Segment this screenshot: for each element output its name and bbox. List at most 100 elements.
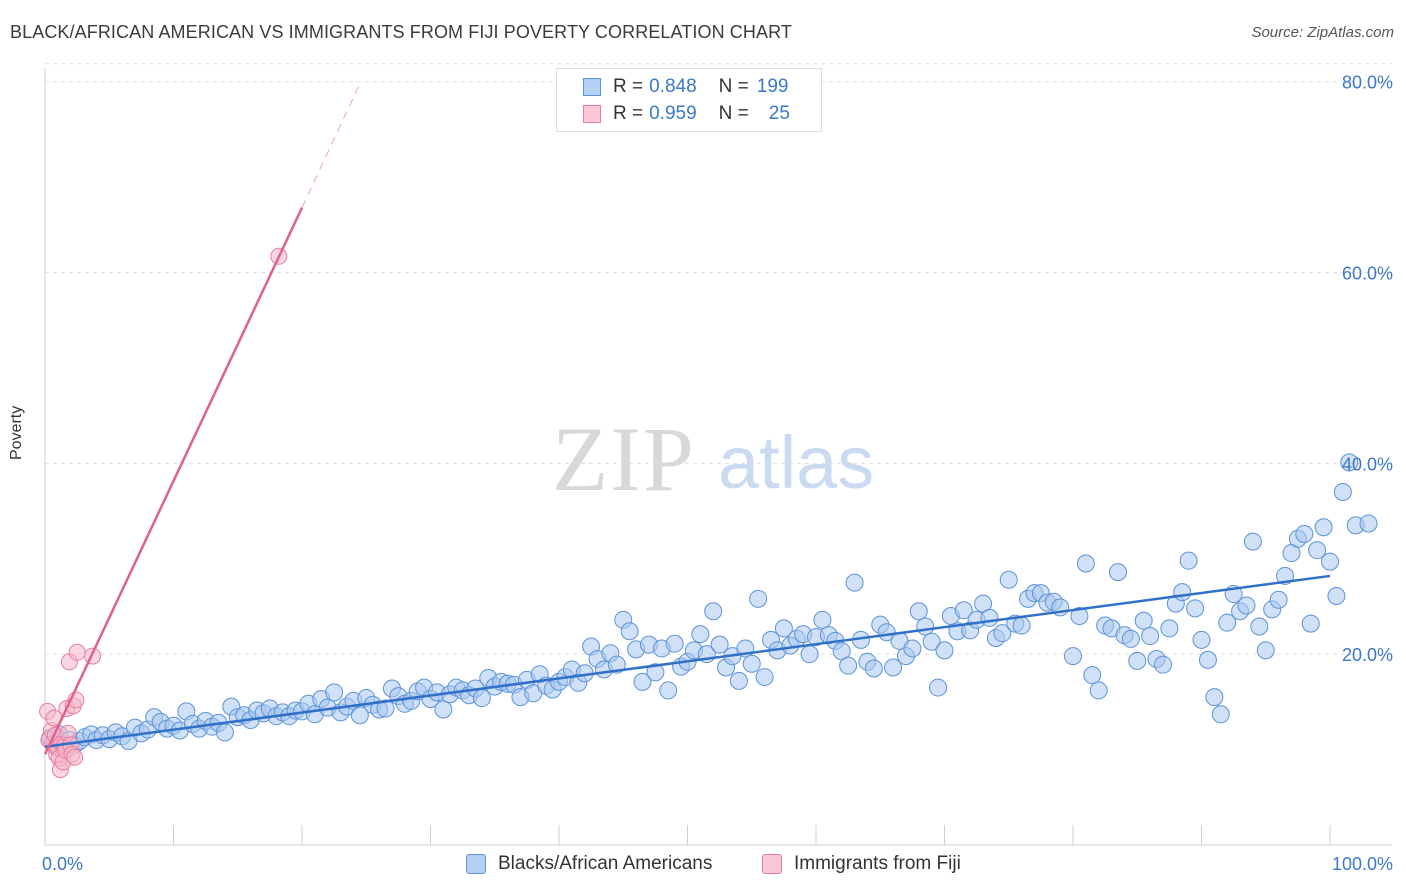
bottom-legend-blacks: Blacks/African Americans — [466, 852, 712, 876]
legend-r-value: 0.848 — [649, 76, 697, 97]
data-point-blacks — [845, 573, 864, 592]
data-point-blacks — [1340, 453, 1359, 472]
data-point-blacks — [1153, 655, 1172, 674]
data-point-blacks — [1089, 681, 1108, 700]
data-point-blacks — [1237, 596, 1256, 615]
data-point-fiji — [66, 748, 84, 766]
data-point-blacks — [1333, 482, 1352, 501]
watermark-atlas: atlas — [718, 421, 874, 504]
legend-row-blacks: R = 0.848 N = 199 — [583, 75, 788, 99]
data-point-blacks — [646, 663, 665, 682]
y-tick-label: 40.0% — [1342, 454, 1393, 474]
data-point-blacks — [800, 645, 819, 664]
data-point-blacks — [1134, 611, 1153, 630]
series-blacks-points — [41, 453, 1378, 758]
data-point-blacks — [1083, 666, 1102, 685]
data-point-blacks — [935, 641, 954, 660]
data-point-blacks — [1301, 614, 1320, 633]
legend-row-fiji: R = 0.959 N = 25 — [583, 102, 790, 126]
y-tick-label: 80.0% — [1342, 73, 1393, 93]
trend-line-blacks — [44, 574, 1331, 748]
data-point-blacks — [1108, 563, 1127, 582]
data-point-blacks — [1064, 647, 1082, 666]
data-point-blacks — [999, 570, 1018, 589]
legend-swatch-pink — [583, 105, 601, 123]
data-point-blacks — [1256, 641, 1275, 660]
data-point-blacks — [350, 706, 369, 725]
series-fiji-points — [39, 247, 288, 779]
data-point-blacks — [1327, 586, 1346, 605]
bottom-legend-swatch-blue — [466, 854, 486, 874]
legend-r-label: R = — [613, 103, 644, 124]
data-point-blacks — [839, 656, 858, 675]
data-point-blacks — [929, 678, 948, 697]
data-point-blacks — [729, 671, 748, 690]
data-point-blacks — [633, 672, 652, 691]
data-point-blacks — [1295, 524, 1314, 543]
data-point-blacks — [1179, 551, 1198, 570]
data-point-blacks — [1160, 619, 1179, 638]
data-point-blacks — [1308, 541, 1327, 560]
data-point-blacks — [749, 589, 768, 608]
data-point-blacks — [1218, 613, 1237, 632]
data-point-blacks — [665, 634, 684, 653]
data-point-blacks — [922, 632, 941, 651]
legend-r-label: R = — [613, 76, 644, 97]
data-point-blacks — [813, 610, 832, 629]
data-point-blacks — [1205, 688, 1224, 707]
data-point-blacks — [1076, 554, 1095, 573]
source-label: Source: ZipAtlas.com — [1251, 24, 1394, 41]
watermark-zip: ZIP — [552, 408, 696, 510]
data-point-blacks — [1012, 616, 1031, 635]
data-point-blacks — [1128, 651, 1147, 670]
data-point-blacks — [954, 601, 973, 620]
data-point-blacks — [993, 624, 1012, 643]
data-point-blacks — [434, 700, 453, 719]
data-point-blacks — [903, 639, 922, 658]
bottom-legend-label-fiji: Immigrants from Fiji — [794, 853, 961, 874]
chart-title: BLACK/AFRICAN AMERICAN VS IMMIGRANTS FRO… — [10, 22, 792, 42]
data-point-blacks — [1269, 590, 1288, 609]
y-tick-label: 20.0% — [1342, 645, 1393, 665]
data-point-blacks — [909, 602, 928, 621]
data-point-blacks — [1359, 514, 1378, 533]
data-point-blacks — [1141, 627, 1160, 646]
data-point-blacks — [742, 654, 761, 673]
legend-swatch-blue — [583, 78, 601, 96]
legend-n-label: N = — [718, 76, 749, 97]
data-point-blacks — [1321, 552, 1339, 571]
legend-n-value: 199 — [756, 76, 789, 97]
data-point-blacks — [1198, 650, 1217, 669]
correlation-legend: R = 0.848 N = 199 R = 0.959 N = 25 — [556, 68, 822, 132]
data-point-blacks — [710, 635, 729, 654]
trend-line-fiji — [43, 207, 304, 755]
data-point-blacks — [1070, 607, 1089, 626]
data-point-blacks — [980, 608, 999, 627]
data-point-blacks — [1243, 532, 1262, 551]
x-tick-label-min: 0.0% — [42, 854, 83, 874]
trend-lines — [43, 86, 1331, 755]
data-point-blacks — [1211, 705, 1230, 724]
data-point-blacks — [755, 668, 774, 687]
data-point-blacks — [1250, 617, 1269, 636]
data-point-blacks — [1314, 518, 1333, 537]
data-point-blacks — [215, 723, 234, 742]
y-tick-label: 60.0% — [1342, 264, 1393, 284]
legend-r-value: 0.959 — [649, 103, 697, 124]
data-point-blacks — [691, 625, 710, 644]
tick-labels: 20.0% 40.0% 60.0% 80.0% 0.0% 100.0% — [42, 73, 1393, 874]
data-point-blacks — [1186, 599, 1205, 618]
data-point-blacks — [1192, 630, 1211, 649]
data-point-blacks — [704, 602, 723, 621]
trend-line-fiji-extrapolated — [301, 86, 359, 208]
data-point-blacks — [376, 699, 395, 718]
bottom-legend-swatch-pink — [762, 854, 782, 874]
data-point-blacks — [864, 659, 883, 678]
data-point-blacks — [884, 658, 903, 677]
bottom-legend-fiji: Immigrants from Fiji — [762, 852, 961, 876]
bottom-legend-label-blacks: Blacks/African Americans — [498, 853, 713, 874]
x-tick-label-max: 100.0% — [1332, 854, 1393, 874]
data-point-blacks — [659, 681, 678, 700]
data-point-blacks — [916, 617, 935, 636]
